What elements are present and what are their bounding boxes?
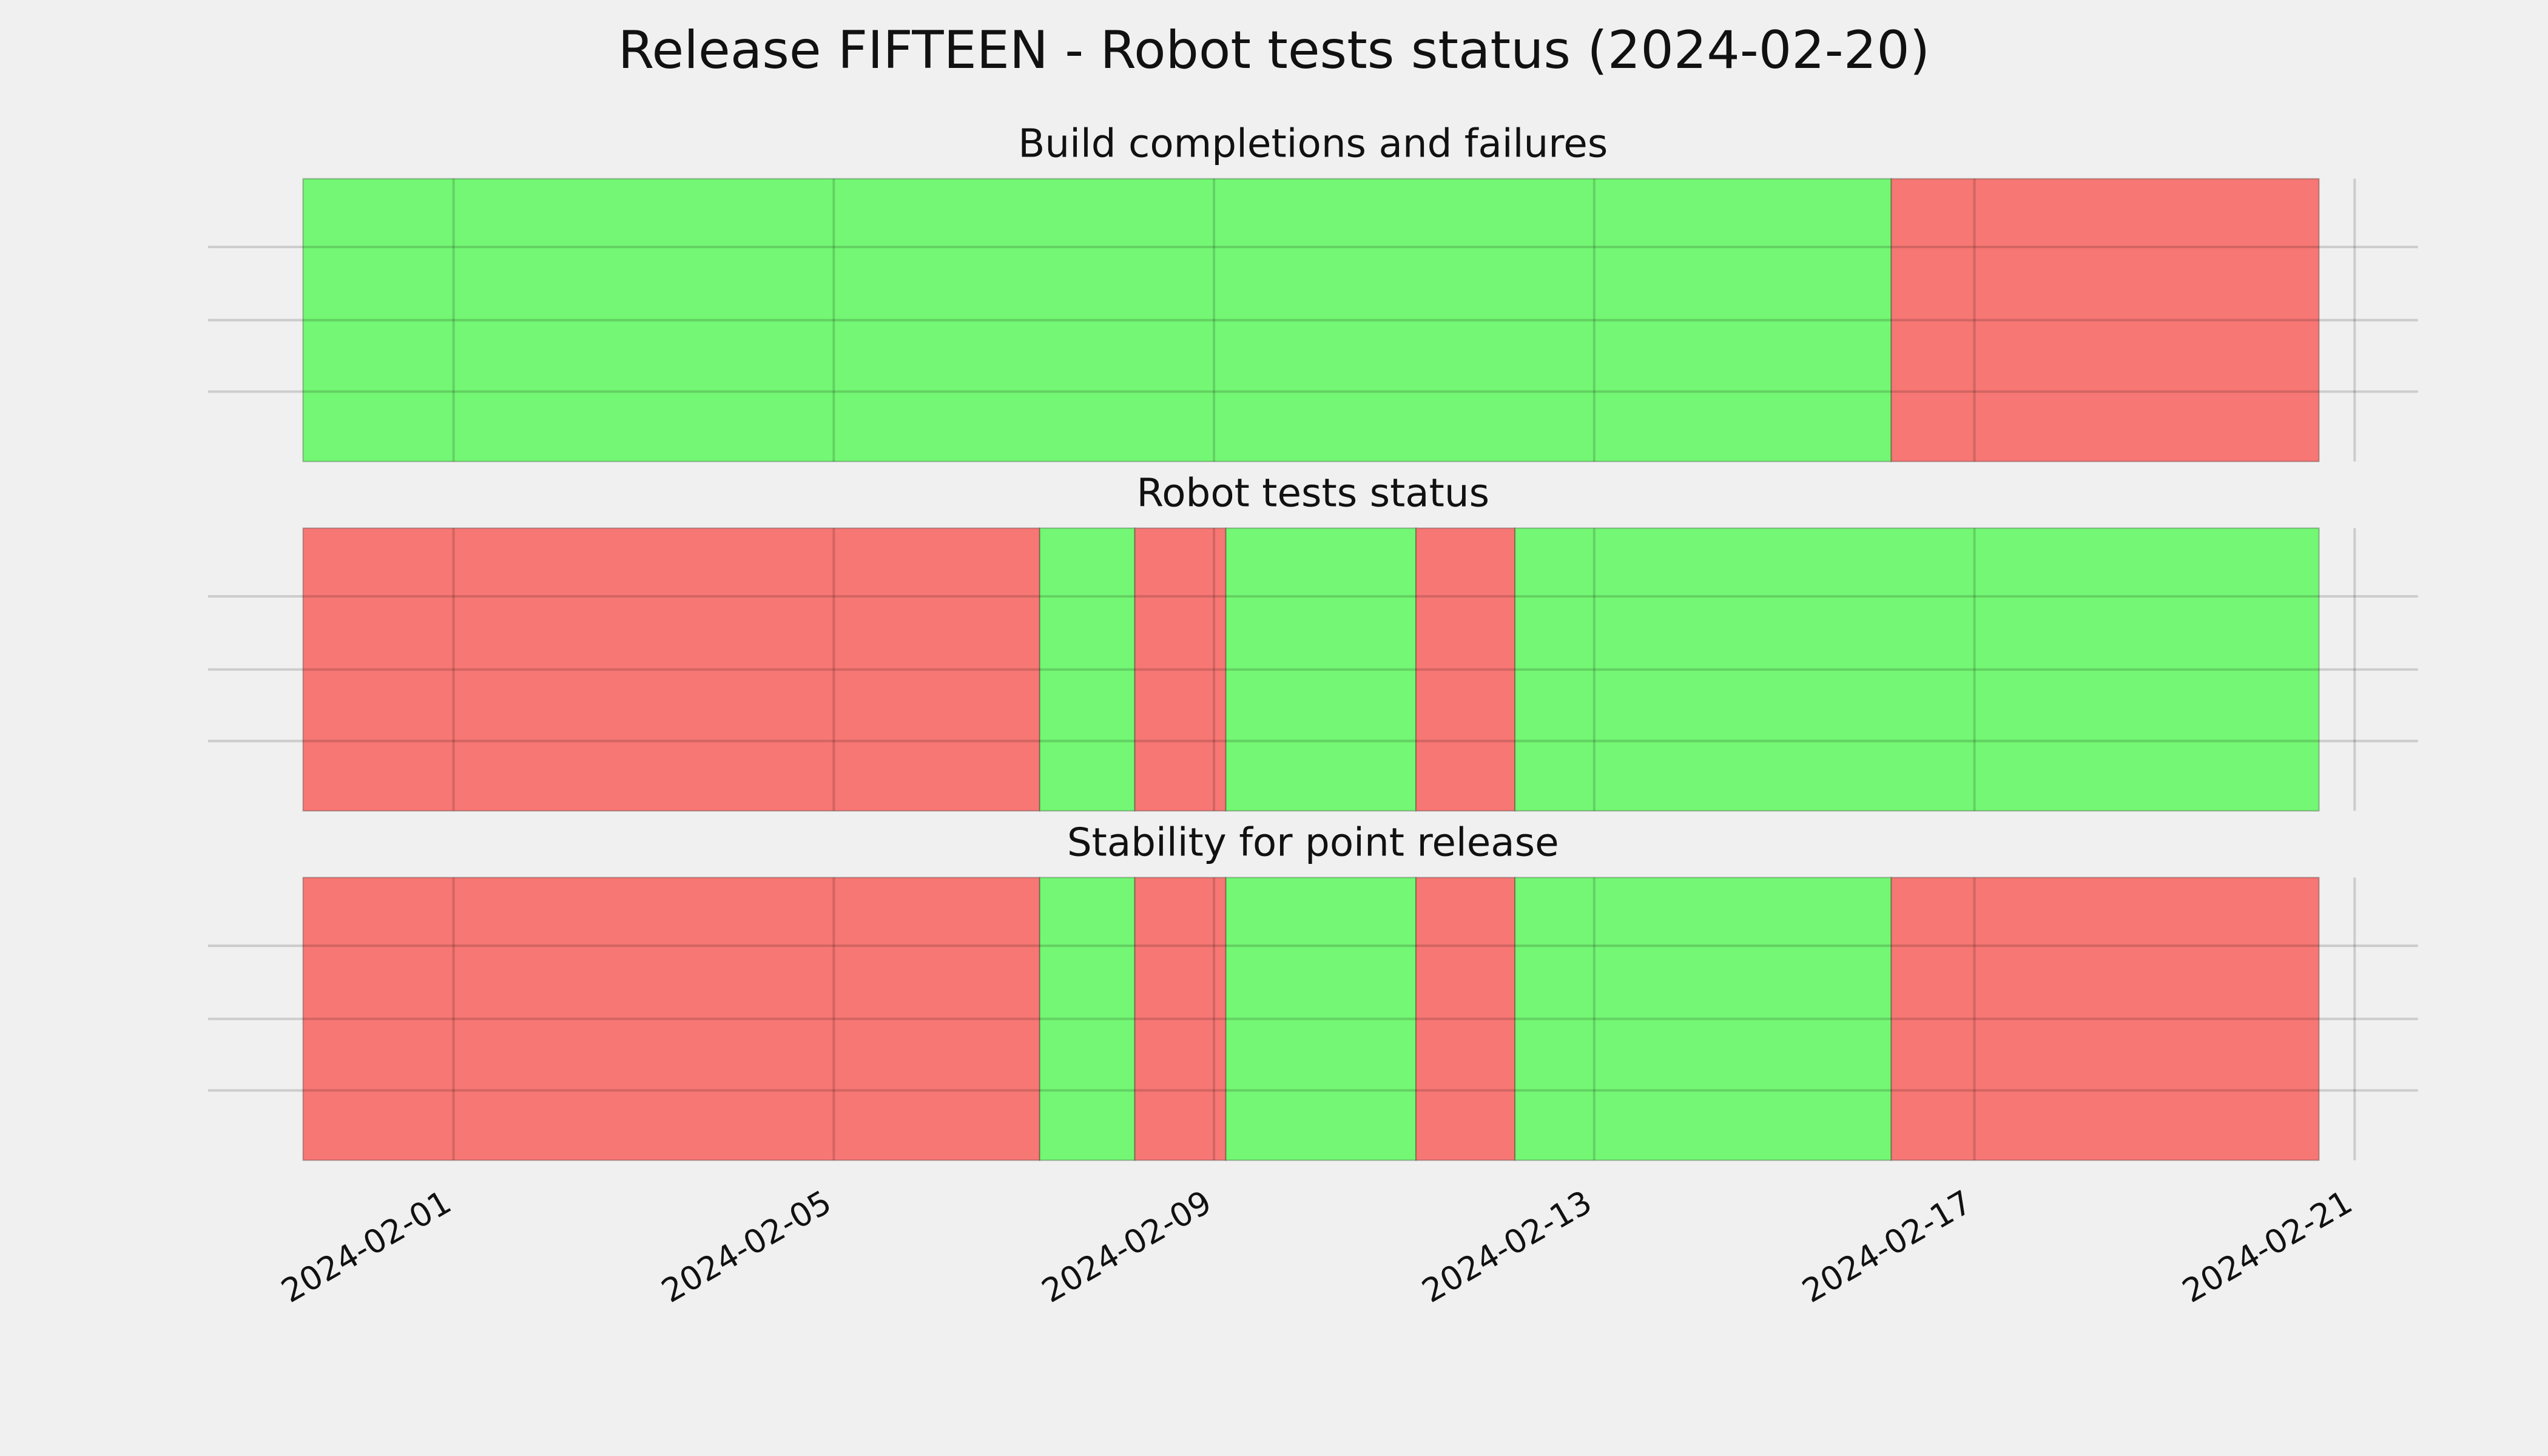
subplot-title: Build completions and failures (1018, 121, 1608, 167)
status-span (1134, 877, 1227, 1161)
status-span (1415, 527, 1516, 812)
status-span (1415, 877, 1516, 1161)
status-span (1039, 877, 1136, 1161)
status-span (302, 877, 1040, 1161)
status-span (1225, 527, 1417, 812)
status-span (1514, 877, 1892, 1161)
subplot-title: Stability for point release (1067, 820, 1559, 865)
figure-title: Release FIFTEEN - Robot tests status (20… (618, 20, 1930, 81)
status-span (1039, 527, 1136, 812)
status-span (302, 178, 1892, 462)
status-span (1225, 877, 1417, 1161)
status-span (1890, 877, 2320, 1161)
status-span (1890, 178, 2320, 462)
subplot-title: Robot tests status (1136, 471, 1489, 516)
status-span (302, 527, 1040, 812)
status-span (1514, 527, 2320, 812)
status-span (1134, 527, 1227, 812)
